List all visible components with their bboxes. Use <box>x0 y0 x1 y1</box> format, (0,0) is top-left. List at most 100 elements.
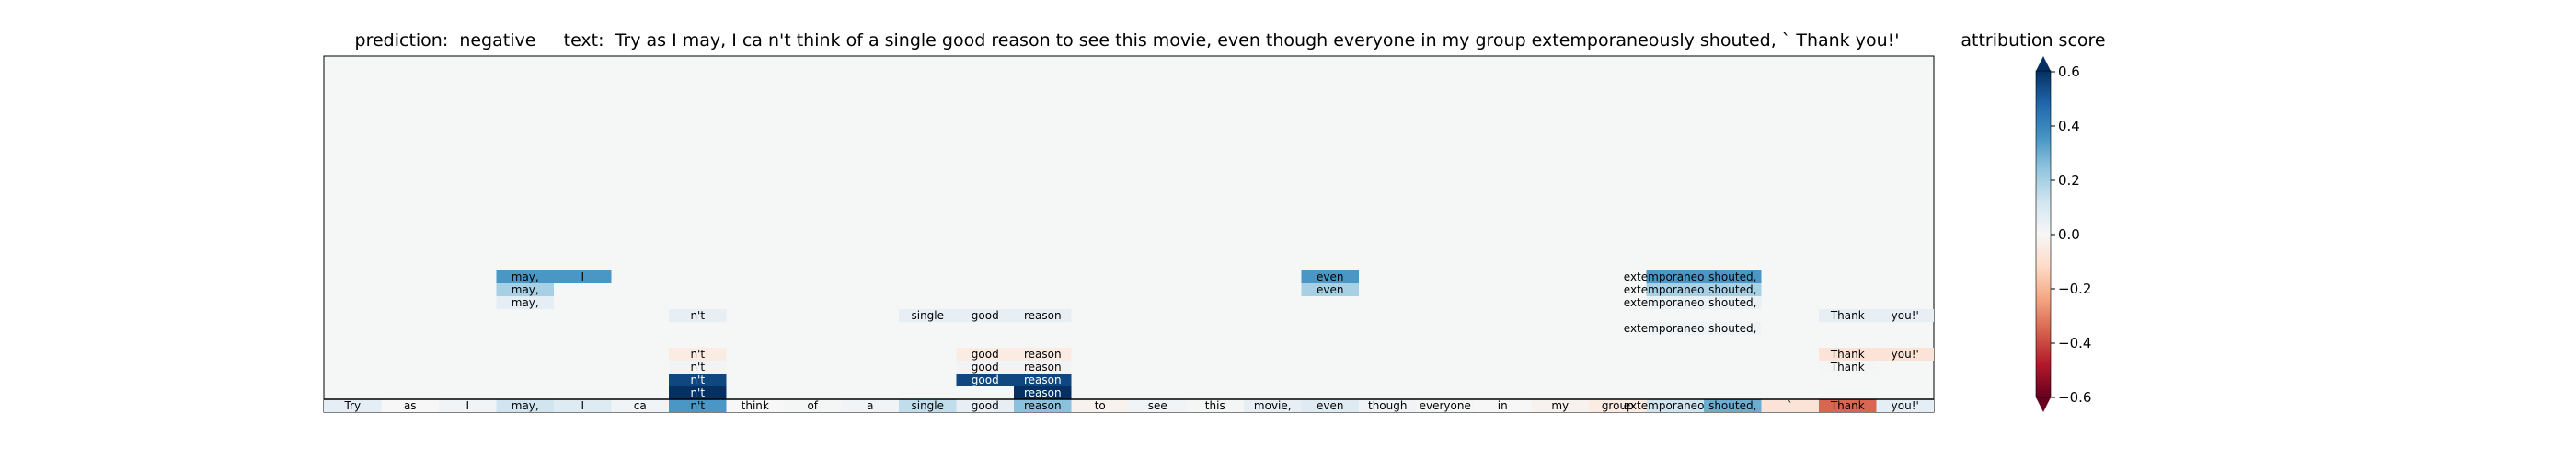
tree-cell <box>899 309 957 322</box>
tree-cell <box>1704 283 1762 296</box>
colorbar-tick-label: 0.4 <box>2058 118 2080 134</box>
token-label: extemporaneously <box>1624 399 1727 412</box>
tree-cell <box>1646 322 1704 335</box>
tree-cell <box>554 270 612 283</box>
tree-cell <box>669 309 727 322</box>
token-cell <box>1244 399 1302 412</box>
tree-cell-label: extemporaneously <box>1624 270 1727 283</box>
colorbar-tick-label: −0.4 <box>2058 335 2091 351</box>
tree-cell-label: n't <box>690 348 705 361</box>
tree-cell-label: even <box>1317 270 1343 283</box>
colorbar-tick-label: 0.6 <box>2058 63 2080 80</box>
tree-cell <box>1014 309 1072 322</box>
token-label: movie, <box>1254 399 1292 412</box>
token-label: Thank <box>1830 399 1865 412</box>
colorbar-tick-label: 0.2 <box>2058 172 2080 189</box>
token-cell <box>1186 399 1244 412</box>
token-label: I <box>581 399 584 412</box>
tree-cell-label: may, <box>512 283 539 296</box>
token-cell <box>1704 399 1762 412</box>
token-cell <box>1531 399 1589 412</box>
token-cell <box>899 399 957 412</box>
tree-cell <box>669 348 727 361</box>
tree-cell <box>1646 296 1704 309</box>
tree-cell-label: shouted, <box>1708 270 1756 283</box>
token-label: to <box>1095 399 1106 412</box>
tree-cell-label: you!' <box>1892 309 1919 322</box>
token-label: even <box>1317 399 1343 412</box>
tree-cell <box>1646 270 1704 283</box>
tree-cell-label: good <box>972 348 999 361</box>
token-cell <box>611 399 669 412</box>
token-label: group <box>1602 399 1634 412</box>
token-cell <box>1589 399 1647 412</box>
tree-cell-label: Thank <box>1830 361 1865 374</box>
tree-cell <box>1819 348 1877 361</box>
token-label: single <box>911 399 944 412</box>
colorbar: −0.6 −0.4 −0.2 0.0 0.2 0.4 0.6 <box>2035 56 2091 412</box>
tree-cell-label: you!' <box>1892 348 1919 361</box>
tree-cell <box>1819 309 1877 322</box>
tree-cell <box>1704 322 1762 335</box>
token-cell <box>1071 399 1129 412</box>
token-cell <box>324 399 382 412</box>
tree-cell-label: may, <box>512 296 539 309</box>
token-label: a <box>867 399 873 412</box>
token-label: shouted, <box>1708 399 1756 412</box>
tree-cell <box>496 296 554 309</box>
token-cell <box>841 399 899 412</box>
token-label: reason <box>1024 399 1062 412</box>
tree-cell <box>496 283 554 296</box>
token-cell <box>439 399 497 412</box>
colorbar-max-extend <box>2036 56 2051 71</box>
token-label: ` <box>1788 399 1793 412</box>
token-label: my <box>1551 399 1569 412</box>
token-cell <box>669 399 727 412</box>
token-label: ca <box>634 399 647 412</box>
tree-cell <box>1014 386 1072 399</box>
tree-cell <box>1704 270 1762 283</box>
tree-cell <box>669 374 727 386</box>
token-label: see <box>1148 399 1167 412</box>
colorbar-title: attribution score <box>1961 30 2106 51</box>
colorbar-tick-label: −0.2 <box>2058 281 2091 297</box>
tree-cell-label: extemporaneously <box>1624 322 1727 335</box>
tree-cell-label: extemporaneously <box>1624 283 1727 296</box>
colorbar-tick-label: 0.0 <box>2058 226 2080 243</box>
tree-cell <box>1876 348 1934 361</box>
token-label: think <box>742 399 769 412</box>
tree-cell-label: reason <box>1024 386 1062 399</box>
token-cell <box>1416 399 1474 412</box>
token-cell <box>956 399 1014 412</box>
token-label: good <box>972 399 999 412</box>
tree-cell-label: reason <box>1024 374 1062 386</box>
tree-cell-label: may, <box>512 270 539 283</box>
tree-cell <box>669 386 727 399</box>
tree-cell-label: n't <box>690 309 705 322</box>
tree-cell-label: n't <box>690 374 705 386</box>
token-cell <box>381 399 439 412</box>
tree-cell <box>669 361 727 374</box>
token-label: Try <box>343 399 361 412</box>
tree-cell-label: Thank <box>1830 309 1865 322</box>
token-label: in <box>1498 399 1508 412</box>
colorbar-tick-label: −0.6 <box>2058 389 2091 406</box>
token-label: everyone <box>1420 399 1471 412</box>
tree-cell-label: single <box>911 309 944 322</box>
tree-cell <box>1014 374 1072 386</box>
tree-cell-label: reason <box>1024 348 1062 361</box>
tree-cell <box>956 361 1014 374</box>
token-cell <box>496 399 554 412</box>
tree-cell <box>956 348 1014 361</box>
token-cell <box>554 399 612 412</box>
token-label: you!' <box>1892 399 1919 412</box>
tree-cell-label: shouted, <box>1708 283 1756 296</box>
token-cell <box>1876 399 1934 412</box>
colorbar-gradient <box>2036 71 2051 397</box>
tree-cell <box>1876 309 1934 322</box>
tree-cell <box>956 309 1014 322</box>
token-label: of <box>807 399 818 412</box>
chart-title: prediction: negative text: Try as I may,… <box>354 30 1900 51</box>
plot-area <box>323 55 1935 413</box>
